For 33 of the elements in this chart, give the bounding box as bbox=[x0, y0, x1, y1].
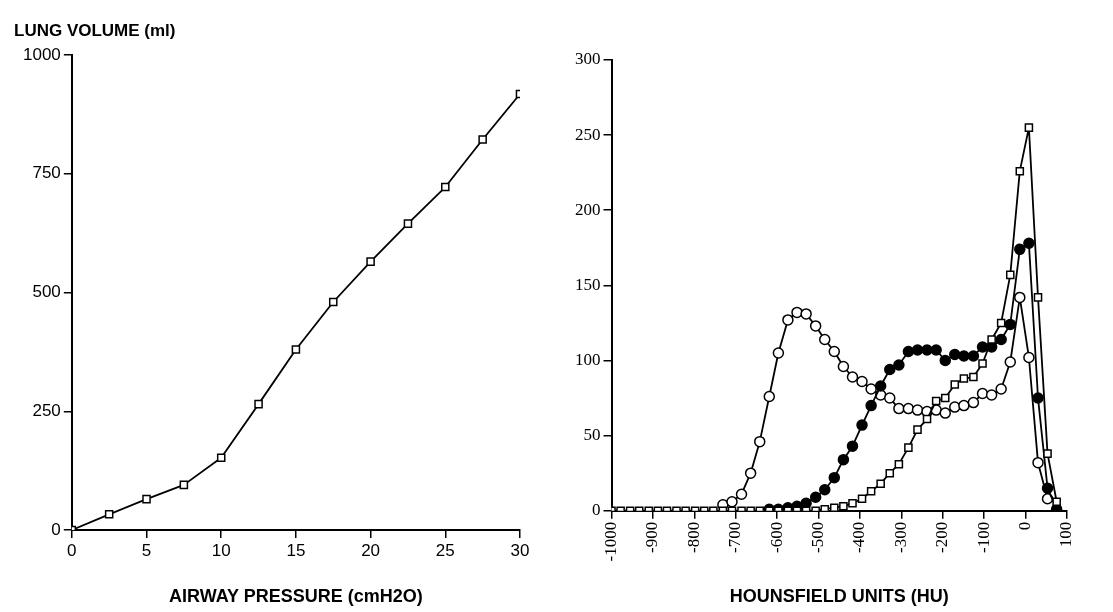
x-tick-label: 10 bbox=[211, 540, 231, 560]
x-tick-label: -400 bbox=[849, 521, 869, 553]
y-tick-label: 100 bbox=[575, 349, 601, 369]
x-tick-label: 20 bbox=[361, 540, 381, 560]
x-tick-label: -700 bbox=[725, 521, 745, 553]
x-tick-label: 15 bbox=[286, 540, 306, 560]
x-tick-label: 0 bbox=[1015, 521, 1035, 531]
x-axis-title: AIRWAY PRESSURE (cmH2O) bbox=[169, 586, 423, 607]
x-tick-label: -900 bbox=[642, 521, 662, 553]
x-axis-title: HOUNSFIELD UNITS (HU) bbox=[729, 586, 949, 607]
x-tick-label: 5 bbox=[141, 540, 152, 560]
x-tick-label: 0 bbox=[67, 540, 77, 560]
y-tick-label: 1000 bbox=[22, 44, 61, 64]
y-tick-label: 50 bbox=[583, 425, 601, 445]
x-tick-label: -200 bbox=[932, 521, 952, 553]
x-tick-label: 30 bbox=[510, 540, 530, 560]
x-tick-label: -600 bbox=[766, 521, 786, 553]
y-axis-title: LUNG VOLUME (ml) bbox=[14, 21, 176, 41]
x-tick-label: -300 bbox=[890, 521, 910, 553]
x-tick-label: 100 bbox=[1056, 521, 1076, 548]
y-tick-label: 250 bbox=[32, 400, 61, 420]
x-tick-label: -100 bbox=[973, 521, 993, 553]
y-tick-label: 750 bbox=[32, 163, 61, 183]
x-tick-label: -800 bbox=[683, 521, 703, 553]
y-tick-label: 250 bbox=[575, 124, 601, 144]
y-tick-label: 300 bbox=[575, 49, 601, 69]
x-tick-label: -1000 bbox=[600, 521, 620, 562]
y-tick-label: 200 bbox=[575, 199, 601, 219]
x-tick-label: -500 bbox=[808, 521, 828, 553]
y-tick-label: 0 bbox=[592, 500, 601, 520]
y-tick-label: 500 bbox=[32, 282, 61, 302]
x-tick-label: 25 bbox=[435, 540, 455, 560]
y-tick-label: 150 bbox=[575, 274, 601, 294]
